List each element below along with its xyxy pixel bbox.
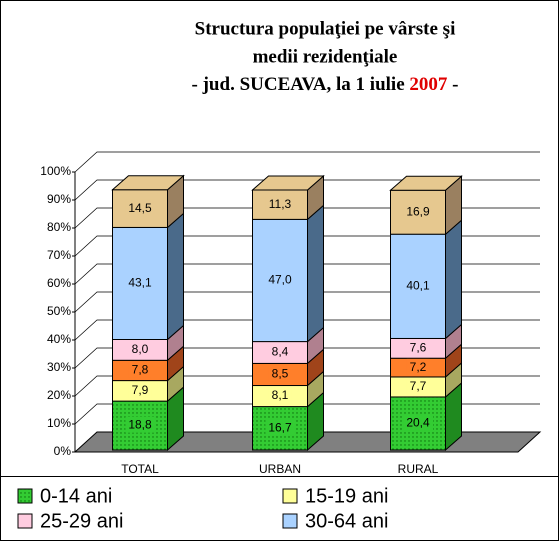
label-bg xyxy=(128,382,152,399)
data-label: 43,1 xyxy=(128,276,152,290)
y-tick-label: 80% xyxy=(47,220,71,234)
y-tick-label: 10% xyxy=(47,416,71,430)
legend-swatch xyxy=(282,488,298,504)
label-bg xyxy=(268,365,292,382)
y-tick-label: 90% xyxy=(47,192,71,206)
chart-title: - jud. SUCEAVA, la 1 iulie 2007 - xyxy=(192,74,459,95)
legend-label: 25-29 ani xyxy=(40,510,123,532)
y-tick-label: 60% xyxy=(47,276,71,290)
data-label: 7,7 xyxy=(410,379,427,393)
data-label: 14,5 xyxy=(128,201,152,215)
data-label: 7,2 xyxy=(410,360,427,374)
y-tick-label: 40% xyxy=(47,332,71,346)
label-bg xyxy=(268,343,292,360)
label-bg xyxy=(128,361,152,378)
data-label: 16,7 xyxy=(268,420,292,434)
label-bg xyxy=(265,419,296,436)
label-bg xyxy=(265,195,295,212)
label-bg xyxy=(403,277,434,294)
data-label: 11,3 xyxy=(269,197,292,211)
legend-frame xyxy=(0,476,559,541)
legend-label: 0-14 ani xyxy=(40,485,112,507)
data-label: 7,8 xyxy=(132,363,149,377)
bar-top xyxy=(251,175,325,191)
y-tick-label: 50% xyxy=(47,304,71,318)
bar-segment xyxy=(390,233,446,339)
y-tick-label: 100% xyxy=(40,164,71,178)
title-year: 2007 xyxy=(409,74,448,95)
data-label: 7,6 xyxy=(410,341,427,355)
data-label: 7,9 xyxy=(132,383,149,397)
data-label: 18,8 xyxy=(128,418,152,432)
data-label: 8,5 xyxy=(272,367,289,381)
label-bg xyxy=(406,339,430,356)
legend-swatch xyxy=(17,488,33,504)
label-bg xyxy=(265,271,296,288)
data-label: 8,1 xyxy=(272,388,289,402)
label-bg xyxy=(128,341,152,358)
label-bg xyxy=(403,414,434,431)
x-tick-label: RURAL xyxy=(398,462,439,476)
label-bg xyxy=(125,274,156,291)
label-bg xyxy=(125,416,156,433)
x-tick-label: TOTAL xyxy=(121,462,159,476)
data-label: 47,0 xyxy=(268,273,292,287)
bar-side xyxy=(167,212,184,341)
grid-line xyxy=(74,151,540,173)
grid-line xyxy=(74,179,540,201)
data-label: 8,0 xyxy=(132,342,149,356)
legend-swatch xyxy=(282,513,298,529)
data-label: 40,1 xyxy=(406,279,430,293)
y-tick-label: 70% xyxy=(47,248,71,262)
bar-side xyxy=(307,204,324,343)
data-label: 8,4 xyxy=(272,345,289,359)
label-bg xyxy=(403,203,434,220)
y-tick-label: 0% xyxy=(54,444,72,458)
chart-title: medii rezidenţiale xyxy=(253,46,398,67)
legend-label: 30-64 ani xyxy=(305,510,388,532)
label-bg xyxy=(406,358,430,375)
data-label: 16,9 xyxy=(406,204,430,218)
x-tick-label: URBAN xyxy=(259,462,301,476)
bar-top xyxy=(389,175,463,191)
label-bg xyxy=(268,387,292,404)
legend-swatch xyxy=(17,513,33,529)
legend-label: 15-19 ani xyxy=(305,485,388,507)
bar-side xyxy=(445,219,462,340)
chart-title: Structura populaţiei pe vârste şi xyxy=(195,18,456,39)
bar-top xyxy=(111,175,185,191)
label-bg xyxy=(125,199,156,216)
y-tick-label: 30% xyxy=(47,360,71,374)
data-label: 20,4 xyxy=(406,416,430,430)
label-bg xyxy=(406,378,430,395)
title-part: - jud. SUCEAVA, la 1 iulie xyxy=(192,74,410,95)
y-tick-label: 20% xyxy=(47,388,71,402)
title-part: - xyxy=(447,74,458,95)
